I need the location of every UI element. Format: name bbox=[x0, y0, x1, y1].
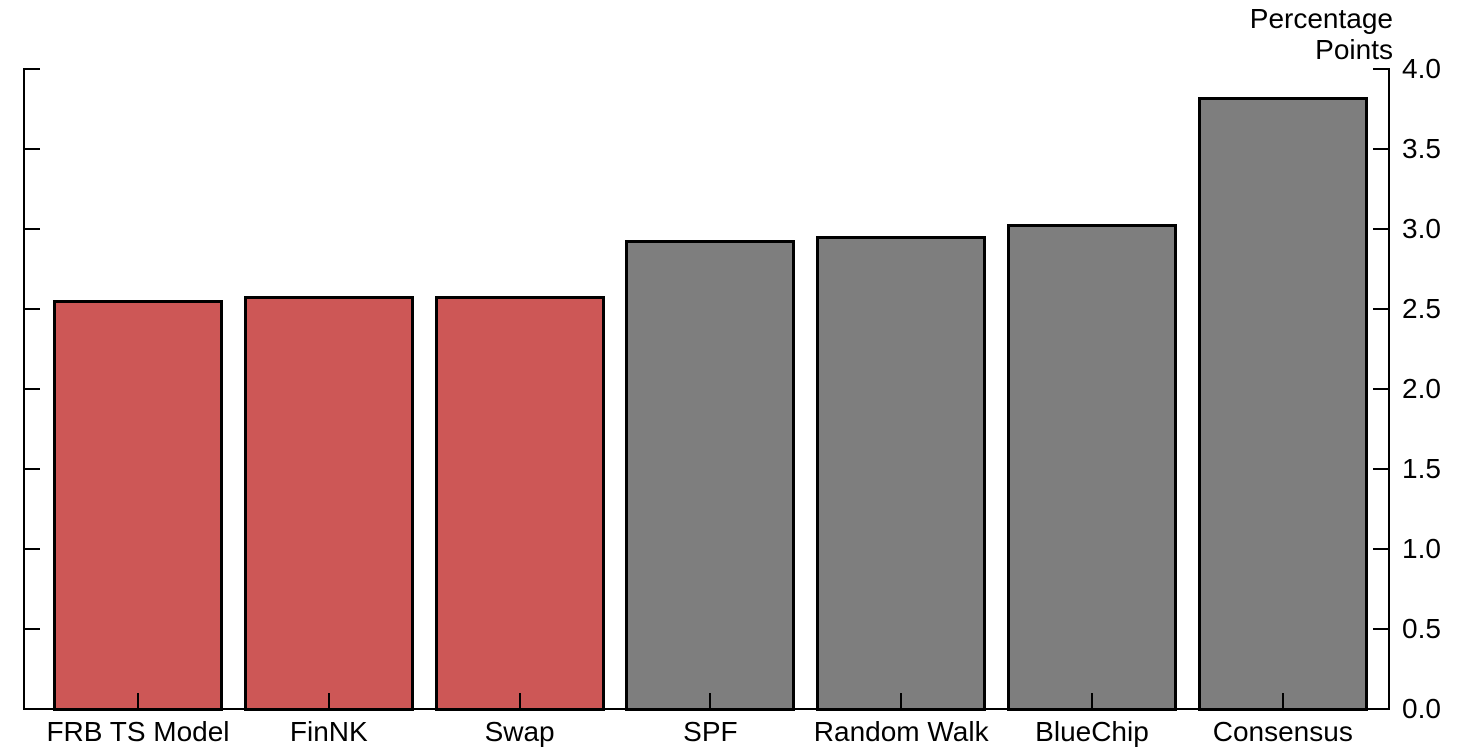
y-tick-right bbox=[1373, 228, 1388, 230]
y-tick-left bbox=[25, 228, 40, 230]
x-tick bbox=[1281, 693, 1284, 708]
x-tick-label: Consensus bbox=[1212, 716, 1353, 747]
right-axis-line bbox=[1388, 68, 1390, 710]
y-tick-right bbox=[1373, 628, 1388, 630]
bar-finnk bbox=[243, 295, 414, 711]
y-tick-label: 4.0 bbox=[1402, 53, 1441, 84]
x-tick bbox=[900, 693, 903, 708]
y-axis-title-line-2: Points bbox=[1315, 34, 1393, 65]
y-tick-left bbox=[25, 548, 40, 550]
y-tick-label: 3.0 bbox=[1402, 213, 1441, 244]
y-tick-label: 0.5 bbox=[1402, 613, 1441, 644]
y-tick-left bbox=[25, 68, 40, 70]
y-tick-label: 1.5 bbox=[1402, 453, 1441, 484]
y-tick-left bbox=[25, 308, 40, 310]
y-tick-label: 2.5 bbox=[1402, 293, 1441, 324]
y-tick-right bbox=[1373, 148, 1388, 150]
y-tick-right bbox=[1373, 308, 1388, 310]
y-tick-label: 3.5 bbox=[1402, 133, 1441, 164]
bar-bluechip bbox=[1007, 223, 1177, 711]
x-tick bbox=[327, 693, 330, 708]
x-tick bbox=[137, 693, 139, 708]
y-tick-right bbox=[1373, 68, 1388, 70]
x-tick-label: Swap bbox=[484, 716, 555, 747]
left-axis-line bbox=[23, 68, 25, 710]
x-tick-label: Random Walk bbox=[813, 716, 989, 747]
y-tick-label: 2.0 bbox=[1402, 373, 1441, 404]
x-tick-label: SPF bbox=[683, 716, 738, 747]
y-tick-label: 1.0 bbox=[1402, 533, 1441, 564]
x-tick-label: BlueChip bbox=[1035, 716, 1149, 747]
x-tick bbox=[518, 693, 521, 708]
y-tick-right bbox=[1373, 388, 1388, 390]
bar-frb-ts-model bbox=[53, 300, 223, 711]
y-tick-label: 0.0 bbox=[1402, 693, 1441, 724]
bar-swap bbox=[434, 295, 605, 711]
y-tick-right bbox=[1373, 468, 1388, 470]
bar-random-walk bbox=[816, 236, 987, 711]
y-tick-left bbox=[25, 468, 40, 470]
y-tick-left bbox=[25, 388, 40, 390]
bar-spf bbox=[625, 239, 796, 711]
y-tick-right bbox=[1373, 548, 1388, 550]
y-axis-title-line-1: Percentage bbox=[1249, 3, 1393, 34]
bar-consensus bbox=[1197, 97, 1368, 711]
x-tick-label: FinNK bbox=[289, 716, 368, 747]
x-tick-label: FRB TS Model bbox=[46, 716, 230, 747]
y-tick-left bbox=[25, 148, 40, 150]
x-tick bbox=[1091, 693, 1093, 708]
y-tick-left bbox=[25, 628, 40, 630]
y-axis-title: Percentage Points bbox=[1250, 3, 1393, 65]
x-tick bbox=[709, 693, 712, 708]
